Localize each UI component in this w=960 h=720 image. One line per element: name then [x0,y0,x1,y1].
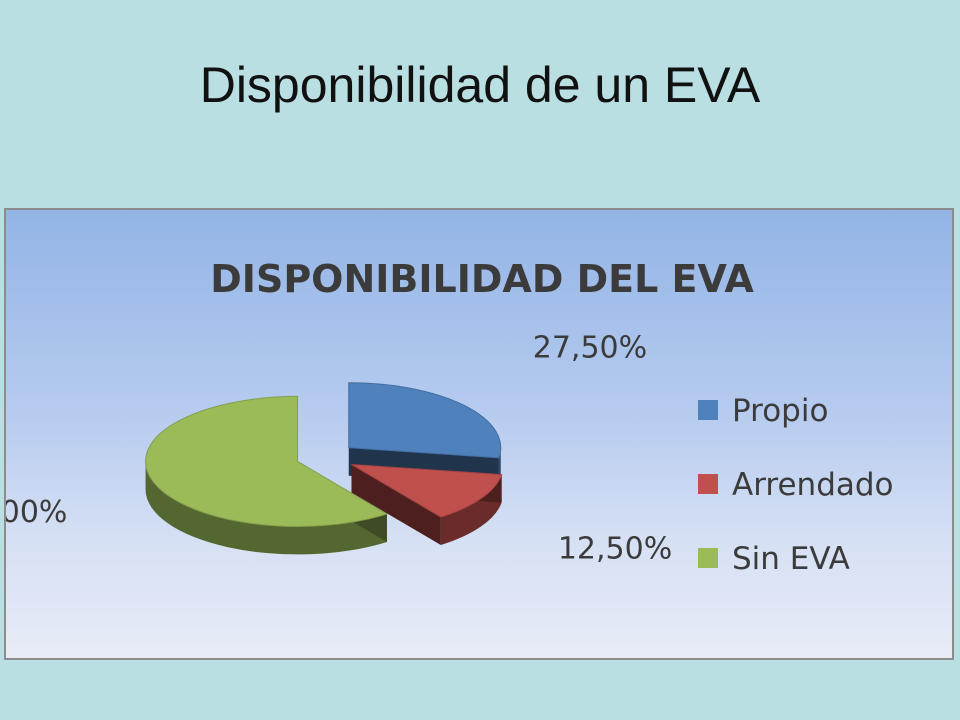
legend: Propio Arrendado Sin EVA [698,393,894,577]
slide-title: Disponibilidad de un EVA [199,57,761,113]
legend-swatch-sin-eva [698,548,718,568]
legend-label-arrendado: Arrendado [732,467,894,503]
pie-group [145,382,503,555]
legend-label-sin-eva: Sin EVA [732,541,850,577]
slice-sin-eva [145,395,389,527]
pie-chart: DISPONIBILIDAD DEL EVA 27,50% 12,50% 60,00… [6,257,894,577]
slice-side-arrendado [440,474,502,546]
slice-propio [348,382,502,459]
chart-frame: DISPONIBILIDAD DEL EVA 27,50% 12,50% 60,00… [4,208,954,660]
legend-swatch-propio [698,400,718,420]
data-label-arrendado: 12,50% [558,532,672,567]
legend-swatch-arrendado [698,474,718,494]
slice-cut-arrendado-1 [351,464,441,546]
data-labels: 27,50% 12,50% 60,00% [6,331,672,567]
slice-side-sin-eva [145,461,387,555]
data-label-propio: 27,50% [533,331,647,366]
data-label-sin-eva: 60,00% [6,495,67,530]
legend-label-propio: Propio [732,393,828,429]
chart-title: DISPONIBILIDAD DEL EVA [210,257,754,301]
slice-arrendado [351,463,503,518]
